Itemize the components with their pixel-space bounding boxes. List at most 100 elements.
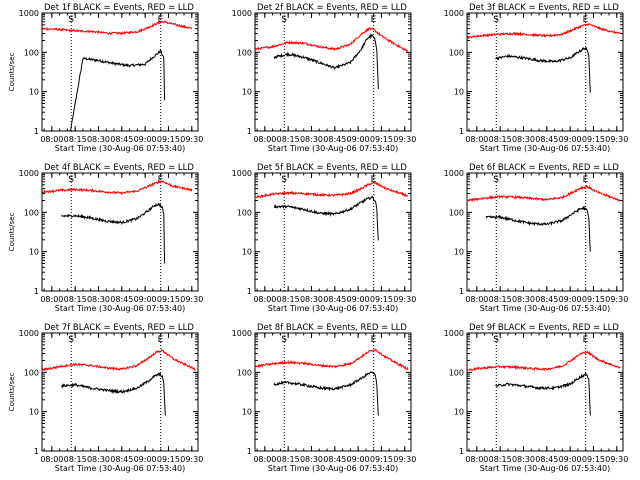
x-tick-label: 08:30	[300, 455, 323, 464]
plot-frame	[254, 332, 412, 452]
panel-title: Det 2f BLACK = Events, RED = LLD	[257, 3, 407, 13]
x-tick-label: 08:45	[535, 455, 558, 464]
lld-series-line	[466, 23, 621, 40]
x-tick-label: 08:30	[512, 135, 535, 144]
end-marker-label: E	[158, 335, 164, 345]
x-tick-label: 09:15	[157, 295, 180, 304]
y-tick-label: 1	[459, 127, 464, 136]
x-tick-label: 08:15	[489, 135, 512, 144]
y-tick-label: 10	[29, 408, 39, 417]
x-tick-label: 09:00	[559, 295, 582, 304]
y-tick-label: 100	[24, 208, 39, 217]
panel-title: Det 3f BLACK = Events, RED = LLD	[469, 3, 619, 13]
x-tick-label: 08:00	[465, 455, 488, 464]
panel-title: Det 8f BLACK = Events, RED = LLD	[257, 323, 407, 333]
y-axis-label: Counts/sec	[8, 213, 16, 252]
lld-series-line	[466, 350, 621, 372]
y-tick-label: 1	[34, 447, 39, 456]
x-tick-label: 09:15	[157, 135, 180, 144]
y-tick-label: 1000	[232, 9, 252, 18]
x-axis-label: Start Time (30-Aug-06 07:53:40)	[55, 304, 186, 313]
x-tick-label: 08:15	[489, 455, 512, 464]
x-tick-label: 08:00	[253, 455, 276, 464]
y-tick-label: 10	[242, 88, 252, 97]
y-tick-label: 10	[454, 88, 464, 97]
x-axis-label: Start Time (30-Aug-06 07:53:40)	[55, 464, 186, 473]
y-tick-label: 100	[449, 48, 464, 57]
events-series-line	[485, 205, 591, 252]
x-axis-label: Start Time (30-Aug-06 07:53:40)	[480, 304, 611, 313]
x-tick-label: 09:30	[605, 295, 628, 304]
x-tick-label: 09:30	[605, 135, 628, 144]
x-tick-label: 09:30	[180, 135, 203, 144]
x-tick-label: 08:45	[323, 295, 346, 304]
x-tick-label: 08:30	[300, 295, 323, 304]
x-tick-label: 08:15	[64, 455, 87, 464]
x-tick-label: 08:45	[110, 135, 133, 144]
events-series-line	[273, 194, 379, 241]
events-series-line	[61, 372, 166, 416]
start-marker-label: S	[281, 335, 287, 345]
x-tick-label: 08:00	[40, 455, 63, 464]
y-tick-label: 1000	[19, 329, 39, 338]
x-axis-label: Start Time (30-Aug-06 07:53:40)	[55, 144, 186, 153]
x-tick-label: 08:00	[40, 135, 63, 144]
end-marker-label: E	[158, 15, 164, 25]
x-tick-label: 09:15	[582, 295, 605, 304]
start-marker-label: S	[493, 335, 499, 345]
end-marker-label: E	[583, 15, 589, 25]
plot-frame	[466, 332, 624, 452]
x-tick-label: 08:15	[64, 295, 87, 304]
y-tick-label: 1	[34, 127, 39, 136]
end-marker-label: E	[371, 175, 377, 185]
start-marker-label: S	[68, 335, 74, 345]
y-tick-label: 100	[24, 368, 39, 377]
x-axis-label: Start Time (30-Aug-06 07:53:40)	[268, 304, 399, 313]
plot-frame	[41, 172, 199, 292]
x-tick-label: 09:15	[370, 295, 393, 304]
end-marker-label: E	[371, 335, 377, 345]
y-tick-label: 100	[449, 368, 464, 377]
panel-title: Det 6f BLACK = Events, RED = LLD	[469, 163, 619, 173]
start-marker-label: S	[493, 15, 499, 25]
x-tick-label: 08:00	[465, 295, 488, 304]
y-tick-label: 1	[34, 287, 39, 296]
lld-series-line	[41, 179, 193, 195]
x-tick-label: 08:15	[277, 455, 300, 464]
y-tick-label: 100	[237, 368, 252, 377]
lld-series-line	[41, 20, 193, 36]
detector-panel: Det 1f BLACK = Events, RED = LLD 1 10 100 10…	[8, 3, 203, 153]
events-series-line	[70, 49, 166, 131]
plot-frame	[254, 172, 412, 292]
x-tick-label: 08:00	[253, 135, 276, 144]
x-tick-label: 08:30	[87, 135, 110, 144]
lld-series-line	[254, 26, 409, 53]
events-series-line	[495, 371, 591, 416]
x-axis-label: Start Time (30-Aug-06 07:53:40)	[480, 144, 611, 153]
x-tick-label: 08:45	[110, 295, 133, 304]
events-series-line	[495, 46, 591, 93]
x-tick-label: 08:30	[300, 135, 323, 144]
panel-title: Det 4f BLACK = Events, RED = LLD	[44, 163, 194, 173]
x-tick-label: 09:00	[347, 295, 370, 304]
x-axis-label: Start Time (30-Aug-06 07:53:40)	[268, 144, 399, 153]
y-tick-label: 1	[247, 287, 252, 296]
x-tick-label: 09:30	[393, 295, 416, 304]
y-axis-label: Counts/sec	[8, 373, 16, 412]
events-series-line	[273, 33, 379, 90]
x-tick-label: 08:30	[512, 295, 535, 304]
y-tick-label: 1000	[444, 329, 464, 338]
start-marker-label: S	[68, 15, 74, 25]
x-tick-label: 09:15	[582, 455, 605, 464]
panel-title: Det 1f BLACK = Events, RED = LLD	[44, 3, 194, 13]
y-tick-label: 1000	[444, 169, 464, 178]
x-tick-label: 08:15	[277, 295, 300, 304]
plot-frame	[41, 12, 199, 132]
x-tick-label: 09:30	[605, 455, 628, 464]
start-marker-label: S	[68, 175, 74, 185]
x-axis-label: Start Time (30-Aug-06 07:53:40)	[268, 464, 399, 473]
lld-series-line	[254, 348, 409, 370]
y-tick-label: 1	[459, 287, 464, 296]
